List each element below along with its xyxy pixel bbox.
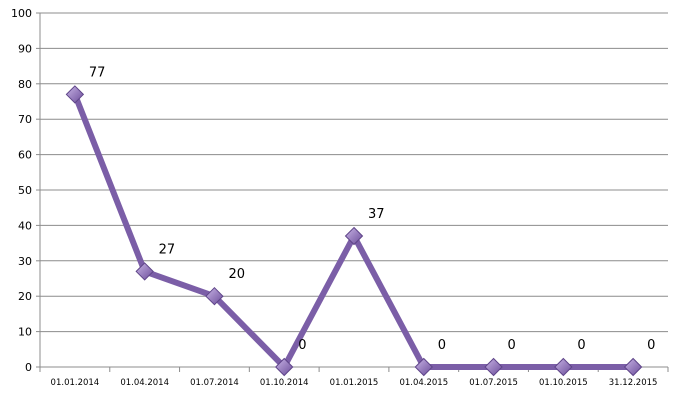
x-tick-label: 01.01.2014 bbox=[51, 378, 100, 388]
data-point-marker bbox=[65, 85, 85, 104]
data-point-marker bbox=[554, 357, 573, 377]
data-point-marker bbox=[205, 286, 224, 306]
x-tick-label: 01.07.2014 bbox=[190, 378, 239, 388]
y-tick-label: 20 bbox=[18, 290, 32, 303]
data-point-marker bbox=[275, 357, 294, 377]
data-label: 20 bbox=[228, 267, 245, 282]
data-label: 37 bbox=[368, 207, 385, 222]
y-tick-labels: 0 10 20 30 40 50 60 70 80 90 100 bbox=[11, 7, 32, 374]
x-tick-label: 01.07.2015 bbox=[469, 378, 518, 388]
data-label: 0 bbox=[508, 338, 516, 353]
markers bbox=[65, 85, 643, 377]
data-label: 0 bbox=[298, 338, 306, 353]
data-point-marker bbox=[484, 357, 503, 377]
data-labels: 77 27 20 0 37 0 0 0 0 bbox=[89, 65, 656, 353]
data-label: 27 bbox=[159, 242, 176, 257]
x-tick-label: 01.10.2015 bbox=[539, 378, 588, 388]
x-tick-label: 01.04.2015 bbox=[399, 378, 448, 388]
data-label: 0 bbox=[577, 338, 585, 353]
y-tick-label: 10 bbox=[18, 326, 32, 339]
y-tick-label: 0 bbox=[25, 361, 32, 374]
data-label: 0 bbox=[647, 338, 655, 353]
y-tick-label: 100 bbox=[11, 7, 32, 20]
y-tick-label: 30 bbox=[18, 255, 32, 268]
data-point-marker bbox=[344, 226, 364, 246]
x-tick-label: 01.01.2015 bbox=[330, 378, 379, 388]
data-label: 0 bbox=[438, 338, 446, 353]
y-tick-label: 70 bbox=[18, 113, 32, 126]
gridlines bbox=[40, 12, 668, 333]
y-tick-label: 50 bbox=[18, 184, 32, 197]
y-tick-label: 40 bbox=[18, 219, 32, 232]
data-point-marker bbox=[623, 357, 643, 377]
x-tick-labels: 01.01.2014 01.04.2014 01.07.2014 01.10.2014… bbox=[51, 378, 658, 388]
x-tick-label: 01.04.2014 bbox=[120, 378, 169, 388]
data-point-marker bbox=[135, 262, 154, 281]
x-tick-label: 01.10.2014 bbox=[260, 378, 309, 388]
y-tick-label: 60 bbox=[18, 149, 32, 162]
y-tick-label: 90 bbox=[18, 42, 32, 55]
x-tick-label: 31.12.2015 bbox=[609, 378, 658, 388]
axes bbox=[36, 12, 669, 372]
data-label: 77 bbox=[89, 65, 106, 80]
y-tick-label: 80 bbox=[18, 78, 32, 91]
data-point-marker bbox=[414, 357, 433, 377]
